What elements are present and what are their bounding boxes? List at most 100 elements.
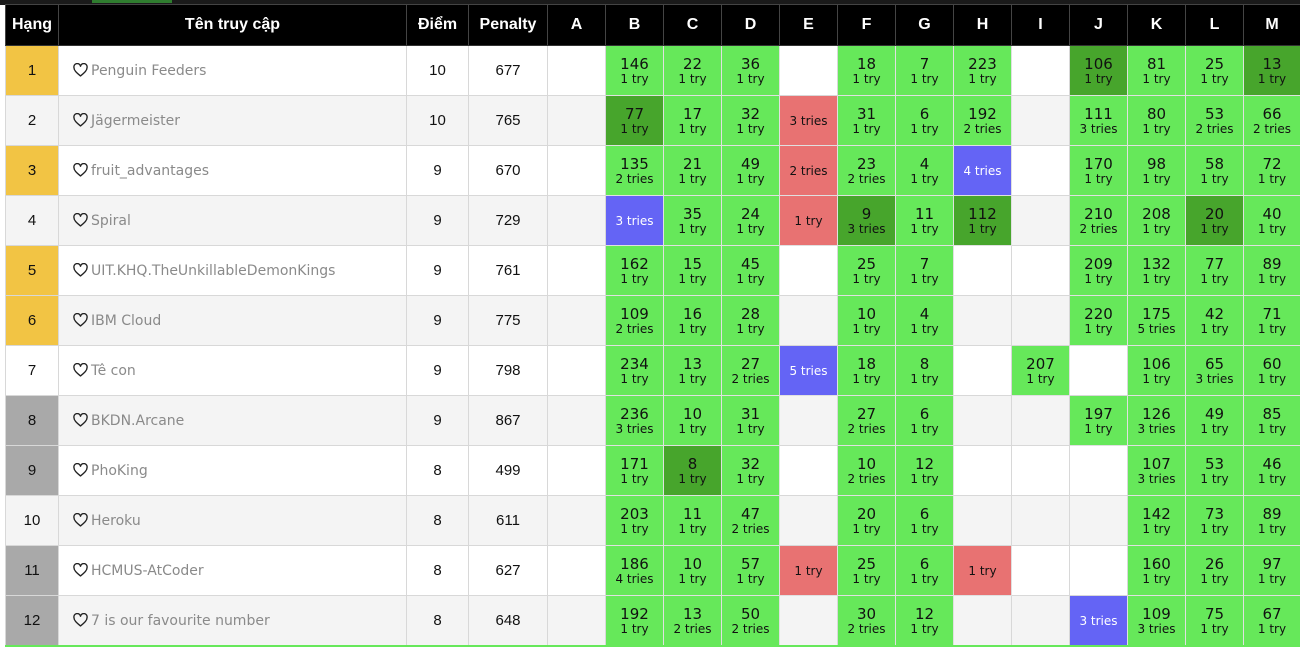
problem-header-k[interactable]: K bbox=[1127, 4, 1186, 46]
problem-cell-l[interactable]: 49 1 try bbox=[1185, 395, 1244, 446]
problem-cell-f[interactable]: 10 1 try bbox=[837, 295, 896, 346]
problem-cell-d[interactable]: 24 1 try bbox=[721, 195, 780, 246]
problem-cell-b[interactable]: 186 4 tries bbox=[605, 545, 664, 596]
problem-cell-c[interactable]: 10 1 try bbox=[663, 545, 722, 596]
problem-cell-b[interactable]: 162 1 try bbox=[605, 245, 664, 296]
problem-cell-j[interactable]: 170 1 try bbox=[1069, 145, 1128, 196]
problem-cell-f[interactable]: 20 1 try bbox=[837, 495, 896, 546]
problem-cell-m[interactable]: 85 1 try bbox=[1243, 395, 1300, 446]
problem-cell-e[interactable]: 3 tries bbox=[779, 95, 838, 146]
problem-cell-m[interactable]: 60 1 try bbox=[1243, 345, 1300, 396]
problem-cell-d[interactable]: 32 1 try bbox=[721, 95, 780, 146]
problem-cell-d[interactable]: 28 1 try bbox=[721, 295, 780, 346]
problem-cell-h[interactable]: 112 1 try bbox=[953, 195, 1012, 246]
problem-cell-k[interactable]: 80 1 try bbox=[1127, 95, 1186, 146]
problem-cell-b[interactable]: 3 tries bbox=[605, 195, 664, 246]
problem-cell-c[interactable]: 35 1 try bbox=[663, 195, 722, 246]
problem-cell-l[interactable]: 58 1 try bbox=[1185, 145, 1244, 196]
problem-cell-f[interactable]: 18 1 try bbox=[837, 345, 896, 396]
team-name[interactable]: Tê con bbox=[91, 362, 136, 379]
team-name[interactable]: Penguin Feeders bbox=[91, 62, 207, 79]
problem-cell-b[interactable]: 146 1 try bbox=[605, 45, 664, 96]
problem-cell-c[interactable]: 15 1 try bbox=[663, 245, 722, 296]
team-name[interactable]: fruit_advantages bbox=[91, 162, 210, 179]
problem-cell-c[interactable]: 17 1 try bbox=[663, 95, 722, 146]
heart-outline-icon[interactable] bbox=[73, 512, 89, 527]
problem-cell-j[interactable]: 209 1 try bbox=[1069, 245, 1128, 296]
problem-cell-e[interactable]: 1 try bbox=[779, 545, 838, 596]
problem-cell-m[interactable]: 72 1 try bbox=[1243, 145, 1300, 196]
problem-cell-c[interactable]: 10 1 try bbox=[663, 395, 722, 446]
problem-cell-b[interactable]: 171 1 try bbox=[605, 445, 664, 496]
heart-outline-icon[interactable] bbox=[73, 362, 89, 377]
problem-cell-m[interactable]: 71 1 try bbox=[1243, 295, 1300, 346]
problem-cell-b[interactable]: 109 2 tries bbox=[605, 295, 664, 346]
problem-cell-f[interactable]: 10 2 tries bbox=[837, 445, 896, 496]
problem-cell-k[interactable]: 132 1 try bbox=[1127, 245, 1186, 296]
problem-cell-b[interactable]: 192 1 try bbox=[605, 595, 664, 646]
team-header[interactable]: Tên truy cập bbox=[58, 4, 407, 46]
problem-header-b[interactable]: B bbox=[605, 4, 664, 46]
problem-cell-m[interactable]: 67 1 try bbox=[1243, 595, 1300, 646]
problem-cell-l[interactable]: 73 1 try bbox=[1185, 495, 1244, 546]
problem-cell-d[interactable]: 57 1 try bbox=[721, 545, 780, 596]
problem-cell-d[interactable]: 36 1 try bbox=[721, 45, 780, 96]
problem-cell-f[interactable]: 25 1 try bbox=[837, 245, 896, 296]
heart-outline-icon[interactable] bbox=[73, 212, 89, 227]
problem-cell-m[interactable]: 46 1 try bbox=[1243, 445, 1300, 496]
problem-cell-h[interactable]: 1 try bbox=[953, 545, 1012, 596]
problem-cell-m[interactable]: 89 1 try bbox=[1243, 245, 1300, 296]
problem-cell-f[interactable]: 18 1 try bbox=[837, 45, 896, 96]
problem-cell-l[interactable]: 26 1 try bbox=[1185, 545, 1244, 596]
problem-header-l[interactable]: L bbox=[1185, 4, 1244, 46]
problem-cell-j[interactable]: 3 tries bbox=[1069, 595, 1128, 646]
problem-cell-b[interactable]: 77 1 try bbox=[605, 95, 664, 146]
problem-cell-k[interactable]: 107 3 tries bbox=[1127, 445, 1186, 496]
problem-cell-k[interactable]: 126 3 tries bbox=[1127, 395, 1186, 446]
problem-cell-e[interactable]: 5 tries bbox=[779, 345, 838, 396]
heart-outline-icon[interactable] bbox=[73, 262, 89, 277]
problem-cell-l[interactable]: 20 1 try bbox=[1185, 195, 1244, 246]
heart-outline-icon[interactable] bbox=[73, 462, 89, 477]
problem-cell-k[interactable]: 98 1 try bbox=[1127, 145, 1186, 196]
heart-outline-icon[interactable] bbox=[73, 112, 89, 127]
problem-cell-k[interactable]: 175 5 tries bbox=[1127, 295, 1186, 346]
problem-cell-l[interactable]: 53 2 tries bbox=[1185, 95, 1244, 146]
problem-cell-m[interactable]: 89 1 try bbox=[1243, 495, 1300, 546]
problem-cell-m[interactable]: 13 1 try bbox=[1243, 45, 1300, 96]
problem-cell-k[interactable]: 208 1 try bbox=[1127, 195, 1186, 246]
problem-cell-d[interactable]: 32 1 try bbox=[721, 445, 780, 496]
problem-header-a[interactable]: A bbox=[547, 4, 606, 46]
problem-cell-g[interactable]: 12 1 try bbox=[895, 445, 954, 496]
problem-cell-b[interactable]: 203 1 try bbox=[605, 495, 664, 546]
problem-cell-m[interactable]: 97 1 try bbox=[1243, 545, 1300, 596]
problem-cell-b[interactable]: 135 2 tries bbox=[605, 145, 664, 196]
heart-outline-icon[interactable] bbox=[73, 612, 89, 627]
problem-cell-c[interactable]: 13 1 try bbox=[663, 345, 722, 396]
problem-cell-f[interactable]: 23 2 tries bbox=[837, 145, 896, 196]
team-name[interactable]: 7 is our favourite number bbox=[91, 612, 270, 629]
problem-cell-d[interactable]: 27 2 tries bbox=[721, 345, 780, 396]
problem-cell-e[interactable]: 1 try bbox=[779, 195, 838, 246]
problem-header-i[interactable]: I bbox=[1011, 4, 1070, 46]
heart-outline-icon[interactable] bbox=[73, 312, 89, 327]
team-name[interactable]: HCMUS-AtCoder bbox=[91, 562, 204, 579]
penalty-header[interactable]: Penalty bbox=[468, 4, 548, 46]
problem-cell-m[interactable]: 40 1 try bbox=[1243, 195, 1300, 246]
problem-cell-j[interactable]: 220 1 try bbox=[1069, 295, 1128, 346]
team-name[interactable]: Heroku bbox=[91, 512, 141, 529]
problem-cell-h[interactable]: 223 1 try bbox=[953, 45, 1012, 96]
problem-header-f[interactable]: F bbox=[837, 4, 896, 46]
problem-cell-c[interactable]: 21 1 try bbox=[663, 145, 722, 196]
problem-cell-h[interactable]: 4 tries bbox=[953, 145, 1012, 196]
problem-cell-j[interactable]: 197 1 try bbox=[1069, 395, 1128, 446]
